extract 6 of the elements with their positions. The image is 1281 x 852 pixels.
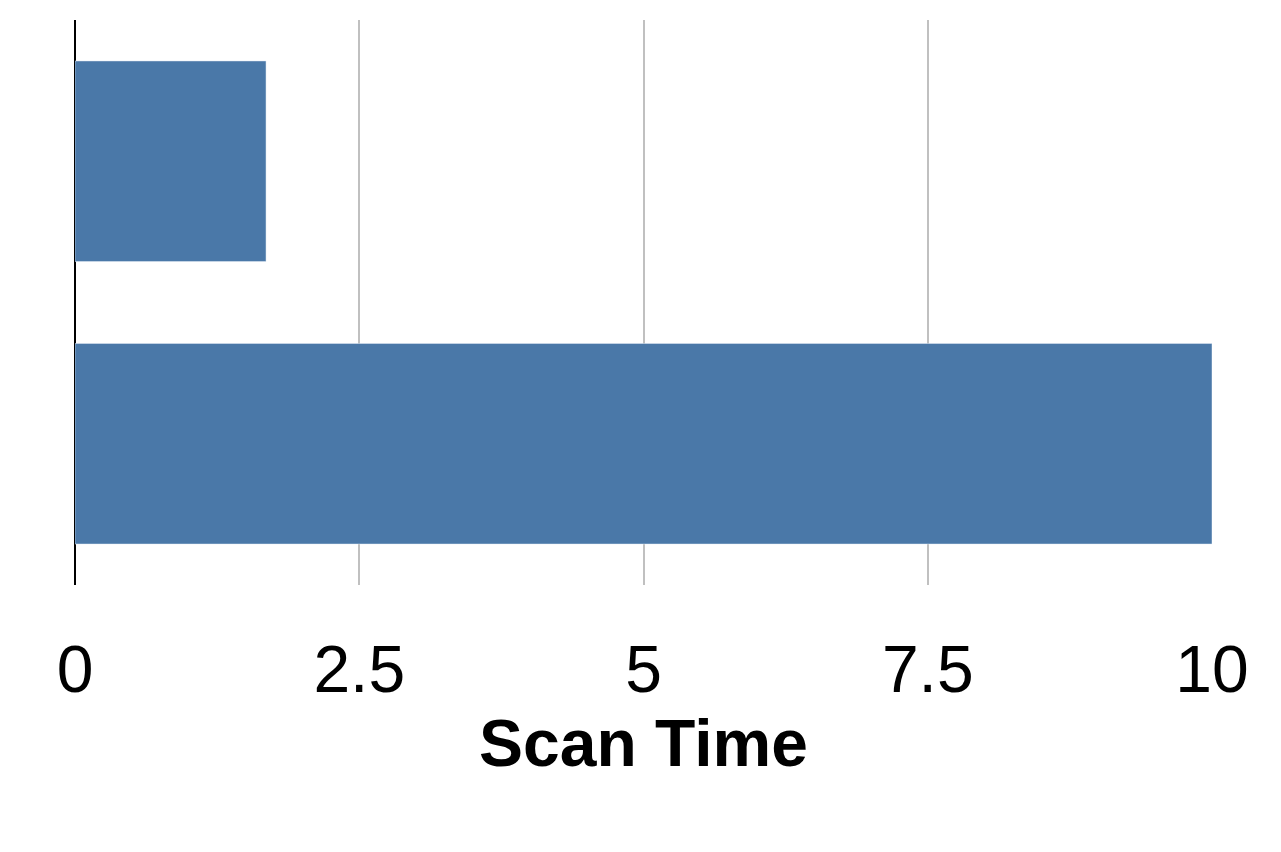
x-axis-title: Scan Time	[479, 706, 808, 780]
x-tick-label: 2.5	[313, 632, 406, 706]
x-tick-label: 10	[1175, 632, 1249, 706]
x-tick-label: 7.5	[881, 632, 974, 706]
x-tick-label: 5	[625, 632, 662, 706]
x-tick-label: 0	[56, 632, 94, 706]
